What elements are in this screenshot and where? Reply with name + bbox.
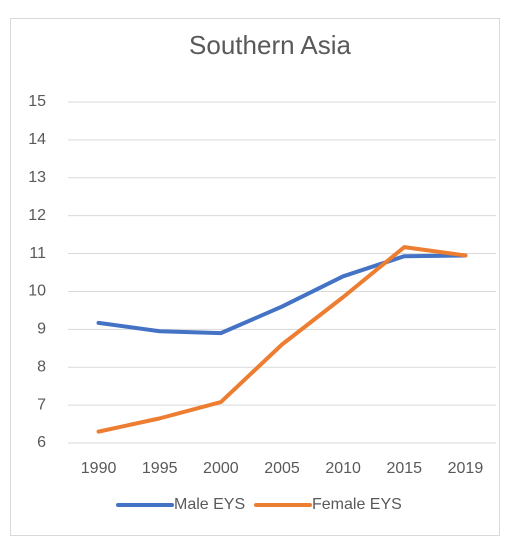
- data-line: [96, 245, 468, 434]
- y-tick-label: 14: [28, 131, 46, 148]
- data-line: [96, 253, 468, 336]
- y-tick-label: 10: [28, 283, 46, 300]
- x-tick-label: 2019: [448, 460, 484, 477]
- x-tick-label: 1990: [81, 460, 117, 477]
- y-tick-label: 8: [37, 358, 46, 375]
- y-tick-label: 7: [37, 396, 46, 413]
- y-tick-label: 6: [37, 434, 46, 451]
- x-tick-label: 2010: [325, 460, 361, 477]
- y-tick-label: 12: [28, 207, 46, 224]
- chart-title: Southern Asia: [189, 30, 351, 60]
- y-tick-label: 9: [37, 321, 46, 338]
- chart-border: [10, 18, 500, 536]
- y-tick-label: 15: [28, 93, 46, 110]
- x-tick-label: 2015: [386, 460, 422, 477]
- y-tick-label: 11: [29, 245, 46, 262]
- y-tick-label: 13: [28, 169, 46, 186]
- legend-label: Female EYS: [312, 496, 402, 513]
- x-tick-label: 1995: [142, 460, 178, 477]
- x-tick-label: 2000: [203, 460, 239, 477]
- legend-label: Male EYS: [174, 496, 245, 513]
- x-tick-label: 2005: [264, 460, 300, 477]
